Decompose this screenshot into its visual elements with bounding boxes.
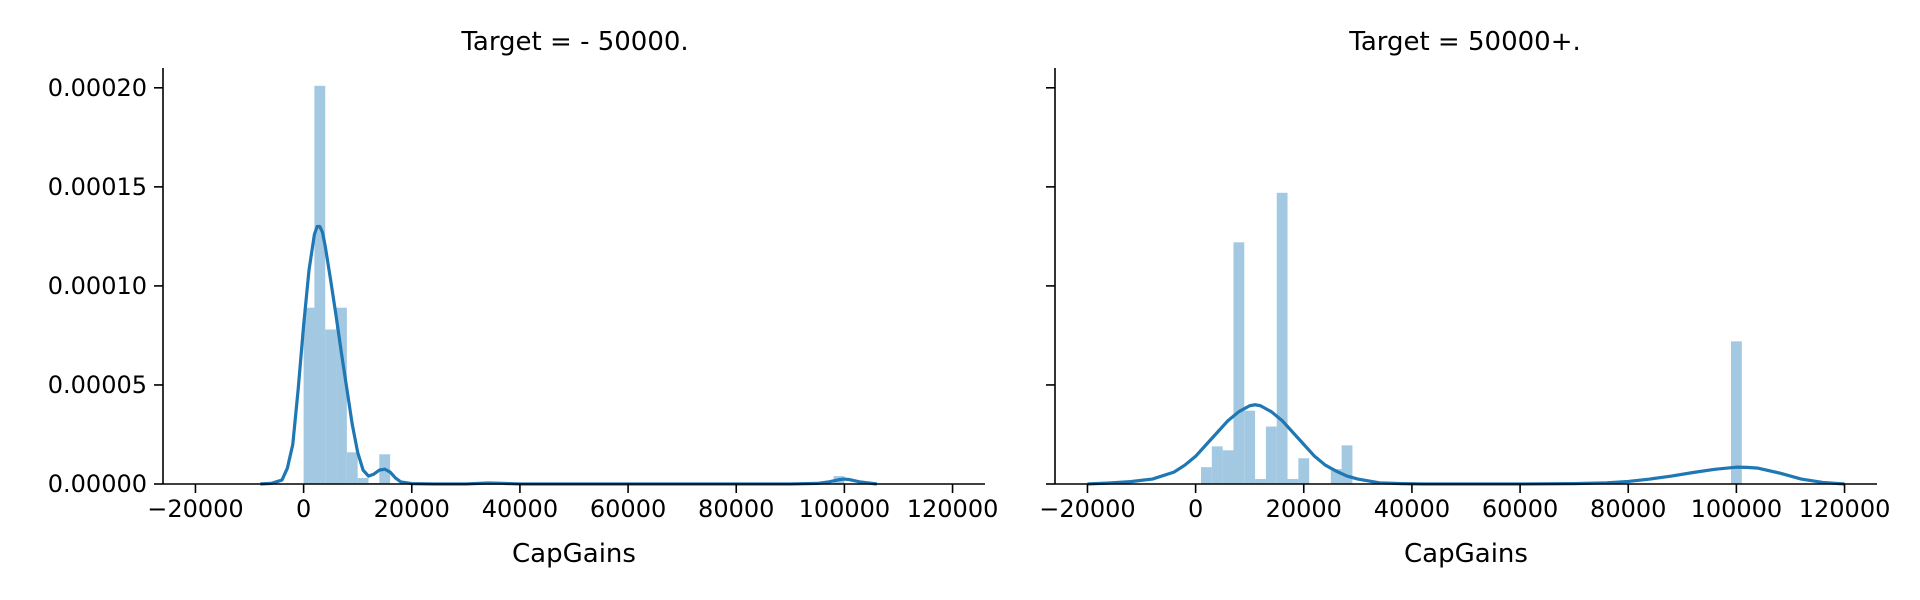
histogram-bar: [1287, 479, 1299, 484]
x-tick-label: 40000: [1374, 495, 1450, 523]
panel-title: Target = - 50000.: [460, 27, 688, 57]
y-ticks: 0.00000 0.00005 0.00010 0.00015 0.00020: [48, 74, 163, 498]
histogram-bar: [325, 329, 337, 484]
histogram-bar: [357, 478, 369, 484]
histogram-bar: [1330, 469, 1342, 484]
y-tick-label: 0.00010: [48, 272, 147, 300]
histogram-bar: [1341, 445, 1353, 484]
histogram-bar: [1201, 467, 1212, 484]
x-tick-label: 80000: [698, 495, 774, 523]
panel-target-over-50000: Target = 50000+. −20000 0 20000 40000 60000 8…: [1039, 27, 1890, 569]
histogram-bar: [1276, 192, 1288, 485]
x-axis-title: CapGains: [1404, 539, 1528, 569]
y-tick-label: 0.00005: [48, 371, 147, 399]
x-ticks: −20000 0 20000 40000 60000 80000 100000 120000: [1039, 484, 1890, 523]
x-tick-label: 20000: [374, 495, 450, 523]
x-tick-label: −20000: [1039, 495, 1135, 523]
histogram-bar: [336, 307, 347, 484]
kde-line: [260, 224, 878, 486]
histogram-bar: [303, 307, 315, 484]
histogram-bar: [1265, 426, 1277, 484]
plot-area: [260, 85, 878, 486]
histogram-bar: [1244, 410, 1256, 484]
x-tick-label: 60000: [1482, 495, 1558, 523]
x-tick-label: 0: [296, 495, 311, 523]
y-tick-label: 0.00015: [48, 173, 147, 201]
histogram-bar: [1730, 341, 1742, 484]
histogram-bar: [1233, 242, 1245, 484]
x-axis-title: CapGains: [512, 539, 636, 569]
x-tick-label: 120000: [907, 495, 999, 523]
histogram-bar: [346, 452, 358, 484]
plot-area: [1087, 192, 1845, 486]
y-tick-label: 0.00020: [48, 74, 147, 102]
kde-line: [1087, 403, 1845, 486]
x-tick-label: 40000: [482, 495, 558, 523]
x-tick-label: 60000: [590, 495, 666, 523]
x-tick-label: 100000: [799, 495, 891, 523]
x-tick-label: −20000: [147, 495, 243, 523]
x-tick-label: 20000: [1266, 495, 1342, 523]
histogram-bar: [1211, 446, 1223, 484]
panel-title: Target = 50000+.: [1348, 27, 1581, 57]
x-tick-label: 80000: [1590, 495, 1666, 523]
panel-target-under-50000: Target = - 50000. −20000 0 20000 40000 60000…: [48, 27, 999, 569]
histogram-bar: [1298, 458, 1310, 484]
x-tick-label: 120000: [1799, 495, 1891, 523]
x-tick-label: 100000: [1691, 495, 1783, 523]
y-tick-label: 0.00000: [48, 470, 147, 498]
histogram-bar: [1222, 450, 1234, 484]
histogram-bar: [1255, 479, 1266, 484]
y-ticks: [1046, 87, 1055, 485]
x-tick-label: 0: [1188, 495, 1203, 523]
histogram-bar: [314, 85, 326, 484]
x-ticks: −20000 0 20000 40000 60000 80000 100000 120000: [147, 484, 998, 523]
